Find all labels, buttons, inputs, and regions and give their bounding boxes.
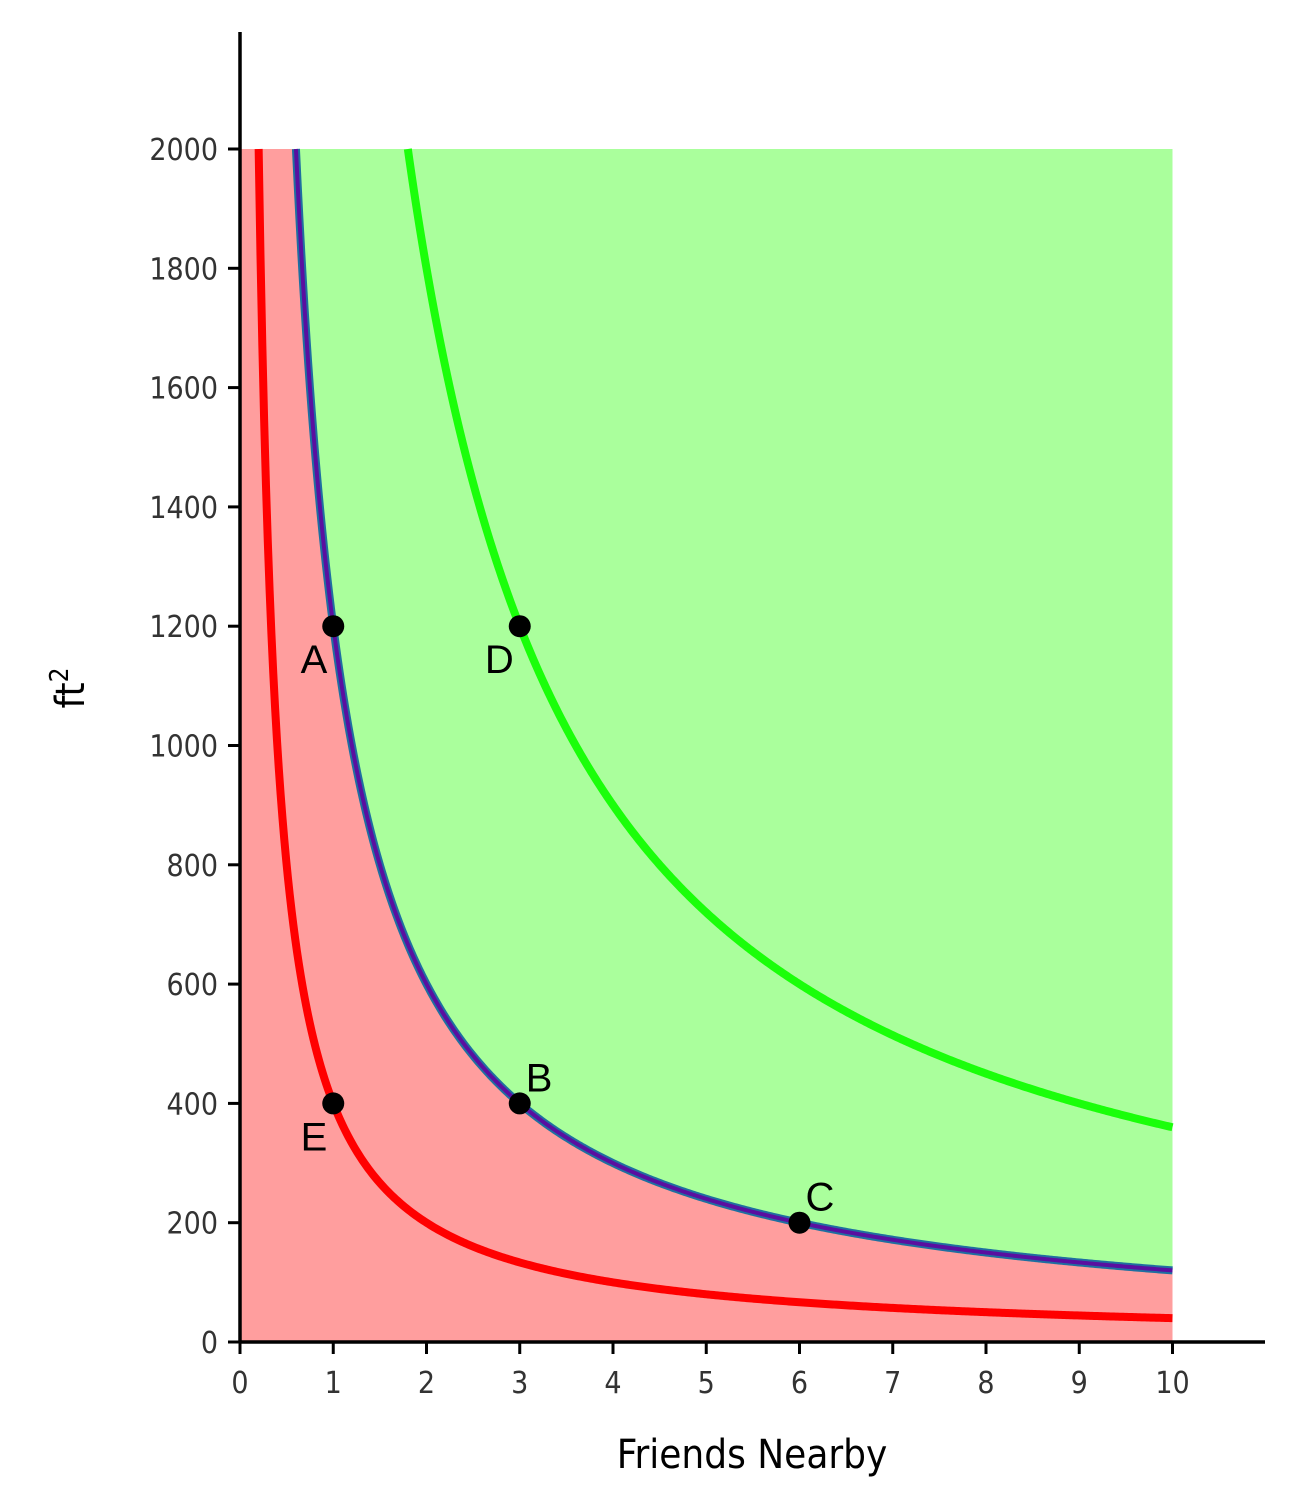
- y-tick-label: 1400: [149, 491, 218, 526]
- x-tick-label: 7: [884, 1366, 901, 1401]
- axes: [238, 32, 1265, 1344]
- y-tick-label: 1800: [149, 252, 218, 287]
- point-label-A: A: [301, 638, 328, 682]
- y-tick-label: 0: [201, 1326, 218, 1361]
- curve-3600: [403, 148, 1174, 1132]
- point-label-E: E: [301, 1115, 328, 1159]
- y-axis-title: ft2: [45, 668, 94, 709]
- x-tick-label: 9: [1071, 1366, 1088, 1401]
- point-E: [322, 1092, 345, 1115]
- y-tick-label: 600: [166, 968, 218, 1003]
- data-points: A B C D E: [301, 615, 835, 1234]
- shaded-regions: [240, 149, 1173, 1342]
- y-tick-label: 400: [166, 1087, 218, 1122]
- x-tick-label: 8: [977, 1366, 994, 1401]
- y-tick-label: 2000: [149, 133, 218, 168]
- y-tick-label: 800: [166, 849, 218, 884]
- y-tick-label: 200: [166, 1207, 218, 1242]
- indifference-curves: [254, 148, 1174, 1323]
- point-label-C: C: [806, 1176, 835, 1220]
- y-tick-label: 1200: [149, 610, 218, 645]
- point-A: [322, 615, 345, 638]
- x-tick-label: 4: [604, 1366, 621, 1401]
- y-tick-label: 1000: [149, 730, 218, 765]
- x-axis-title: Friends Nearby: [617, 1432, 888, 1478]
- x-tick-label: 10: [1155, 1366, 1189, 1401]
- point-label-B: B: [526, 1056, 553, 1100]
- y-axis-title-superscript: 2: [45, 668, 75, 683]
- curve-1200: [293, 148, 1173, 1273]
- point-D: [508, 615, 531, 638]
- x-tick-label: 6: [791, 1366, 808, 1401]
- point-label-D: D: [485, 638, 514, 682]
- x-tick-label: 2: [418, 1366, 435, 1401]
- x-tick-label: 1: [325, 1366, 342, 1401]
- region-below-curve: [240, 149, 1173, 1342]
- curve-400: [254, 148, 1173, 1323]
- y-axis-title-text: ft: [48, 682, 94, 708]
- point-C: [788, 1211, 811, 1234]
- x-tick-label: 5: [698, 1366, 715, 1401]
- point-B: [508, 1092, 531, 1115]
- x-tick-label: 0: [231, 1366, 248, 1401]
- x-tick-label: 3: [511, 1366, 528, 1401]
- y-ticks: 0 200 400 600 800 1000 1200 1400 1600 1800 2000: [149, 133, 240, 1361]
- y-tick-label: 1600: [149, 372, 218, 407]
- x-ticks: 0 1 2 3 4 5 6 7 8 9 10: [231, 1342, 1190, 1401]
